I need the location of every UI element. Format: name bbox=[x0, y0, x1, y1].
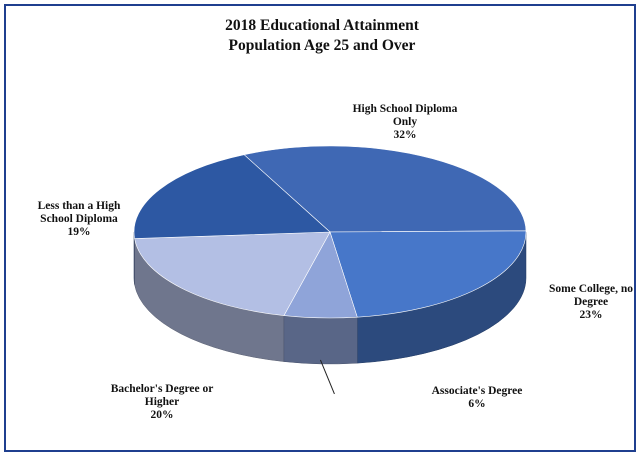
slice-label-4: Less than a High School Diploma 19% bbox=[19, 200, 139, 239]
slice-value-label: 23% bbox=[579, 309, 603, 321]
chart-title: 2018 Educational Attainment Population A… bbox=[0, 16, 644, 56]
slice-label-text: Associate's Degree bbox=[431, 385, 523, 397]
slice-label-text: Only bbox=[392, 116, 418, 128]
slice-label-1: Some College, no Degree 23% bbox=[536, 283, 644, 322]
pie-slice-4 bbox=[133, 154, 331, 239]
slice-value-label: 19% bbox=[67, 226, 91, 238]
pie-slice-1 bbox=[329, 230, 527, 318]
slice-label-text: High School Diploma bbox=[352, 103, 458, 115]
slice-label-text: Degree bbox=[573, 296, 609, 308]
leader-line-associates bbox=[319, 359, 335, 395]
slice-label-text: School Diploma bbox=[40, 213, 118, 225]
pie-slice-side-2 bbox=[283, 315, 358, 365]
slice-label-0: High School Diploma Only 32% bbox=[330, 103, 480, 142]
slice-label-3: Bachelor's Degree or Higher 20% bbox=[97, 383, 227, 422]
slice-label-text: Bachelor's Degree or bbox=[110, 383, 214, 395]
pie-slice-3 bbox=[134, 231, 331, 316]
slice-value-label: 20% bbox=[150, 409, 174, 421]
slice-label-text: Less than a High bbox=[37, 200, 121, 212]
slice-label-text: Higher bbox=[144, 396, 180, 408]
chart-title-line: 2018 Educational Attainment bbox=[225, 17, 419, 34]
slice-label-text: Some College, no bbox=[548, 283, 633, 295]
slice-value-label: 32% bbox=[393, 129, 417, 141]
chart-subtitle-line: Population Age 25 and Over bbox=[228, 37, 416, 54]
slice-label-2: Associate's Degree 6% bbox=[412, 385, 542, 411]
slice-value-label: 6% bbox=[468, 398, 486, 410]
pie-slice-0 bbox=[243, 145, 527, 233]
